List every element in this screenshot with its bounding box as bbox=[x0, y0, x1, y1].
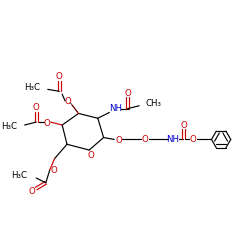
Text: O: O bbox=[29, 187, 36, 196]
Text: NH: NH bbox=[166, 135, 179, 144]
Text: O: O bbox=[116, 136, 122, 145]
Text: O: O bbox=[56, 72, 63, 81]
Text: NH: NH bbox=[109, 104, 122, 113]
Text: H₃C: H₃C bbox=[12, 170, 28, 179]
Text: O: O bbox=[50, 166, 57, 175]
Text: H₃C: H₃C bbox=[1, 122, 17, 132]
Text: O: O bbox=[64, 98, 71, 106]
Text: O: O bbox=[124, 89, 131, 98]
Text: O: O bbox=[180, 120, 187, 130]
Text: O: O bbox=[142, 135, 148, 144]
Text: O: O bbox=[33, 103, 40, 112]
Text: O: O bbox=[190, 135, 196, 144]
Text: O: O bbox=[88, 151, 94, 160]
Text: H₃C: H₃C bbox=[24, 83, 40, 92]
Text: CH₃: CH₃ bbox=[146, 99, 162, 108]
Text: O: O bbox=[44, 118, 50, 128]
